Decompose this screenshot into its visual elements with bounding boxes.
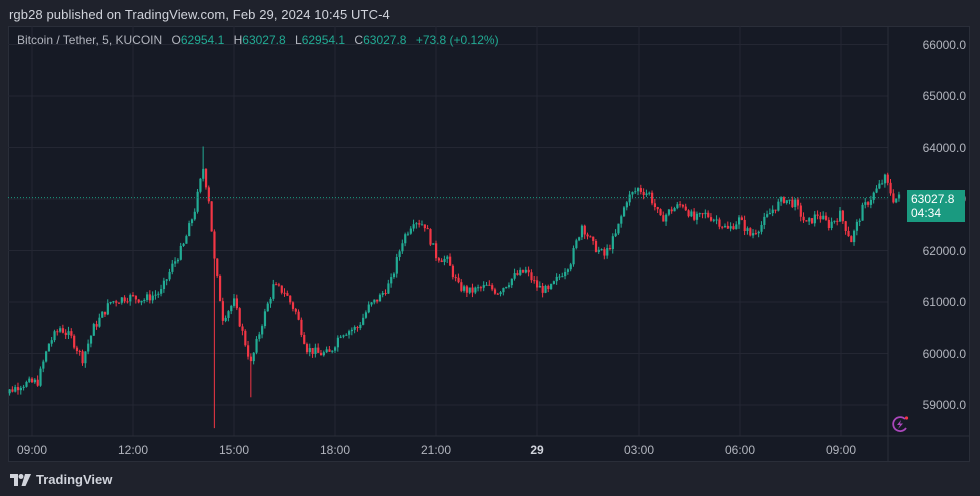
change-value: +73.8 xyxy=(415,33,447,47)
price-tick: 60000.0 xyxy=(922,346,966,361)
time-tick: 29 xyxy=(530,443,544,457)
tradingview-logo[interactable]: TradingView xyxy=(10,472,112,487)
time-tick: 15:00 xyxy=(218,443,250,457)
price-tick: 64000.0 xyxy=(922,140,966,155)
price-tick: 59000.0 xyxy=(922,398,966,412)
bar-countdown: 04:34 xyxy=(911,206,942,220)
time-tick: 18:00 xyxy=(319,443,351,457)
tradingview-logo-icon xyxy=(10,473,31,486)
price-tick: 66000.0 xyxy=(922,37,966,52)
low-value: 62954.1 xyxy=(301,33,346,47)
time-tick: 12:00 xyxy=(117,443,149,457)
change-percent: (+0.12%) xyxy=(449,33,499,47)
time-tick: 09:00 xyxy=(825,443,857,457)
price-tick: 65000.0 xyxy=(922,89,966,103)
open-value: 62954.1 xyxy=(180,33,225,47)
time-tick: 09:00 xyxy=(16,443,48,457)
candlestick-chart[interactable] xyxy=(8,26,970,462)
last-price-label: 63027.8 04:34 xyxy=(907,190,965,222)
publish-info: rgb28 published on TradingView.com, Feb … xyxy=(9,7,390,22)
chart-frame[interactable] xyxy=(8,26,970,462)
time-tick: 21:00 xyxy=(420,443,452,457)
ohlc-legend: Bitcoin / Tether, 5, KUCOIN O62954.1 H63… xyxy=(17,33,499,47)
price-tick: 62000.0 xyxy=(922,243,966,258)
last-price: 63027.8 xyxy=(911,192,955,206)
time-tick: 03:00 xyxy=(623,443,655,457)
lightning-icon[interactable] xyxy=(890,414,910,434)
symbol-title[interactable]: Bitcoin / Tether, 5, KUCOIN xyxy=(17,33,163,47)
time-tick: 06:00 xyxy=(724,443,756,457)
brand-name: TradingView xyxy=(36,472,113,487)
price-tick: 61000.0 xyxy=(922,295,966,309)
close-value: 63027.8 xyxy=(363,33,407,47)
high-value: 63027.8 xyxy=(242,33,286,47)
